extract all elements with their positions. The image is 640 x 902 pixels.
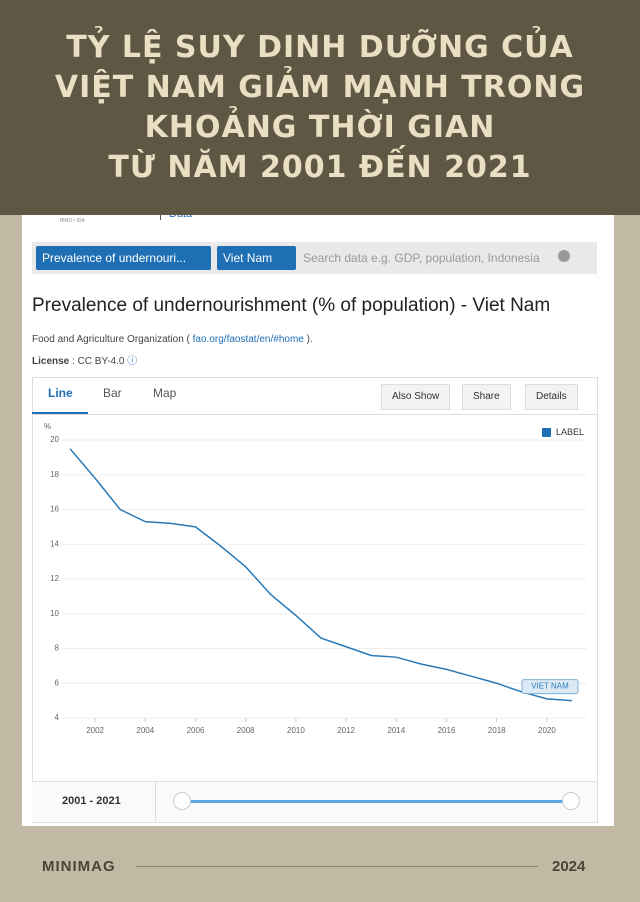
tab-divider [32,414,597,415]
button[interactable]: Also Show [381,384,451,410]
label-toggle[interactable]: LABEL [556,427,585,437]
line [69,448,573,702]
title-line: TỶ LỆ SUY DINH DƯỠNG CỦA [66,29,574,65]
year: 2024 [552,858,586,875]
x-tick-label: 2018 [488,726,506,735]
source-link[interactable]: fao.org/faostat/en/#home [192,334,304,345]
y-tick-label: 16 [50,505,59,514]
source-end: ). [306,334,313,345]
slider-track[interactable] [182,800,572,803]
y-tick-label: 20 [50,435,59,444]
brand: MINIMAG [42,858,116,875]
y-tick-label: 14 [50,539,59,548]
y-tick-label: 4 [55,713,60,722]
license-label: License [32,356,70,367]
x-tick-label: 2002 [86,726,104,735]
y-tick-label: 12 [50,574,59,583]
footer-rule [136,866,538,867]
tab-underline [32,412,88,414]
clear-icon[interactable] [558,250,570,262]
y-axis-label: % [44,422,51,431]
source-text: Food and Agriculture Organization ( [32,334,190,345]
chart: % 4 6 8 10 12 14 16 18 20 2002 2004 2006 2008 2010 201… [44,422,587,735]
source: Food and Agriculture Organization ( fao.… [32,334,313,345]
y-tick-label: 18 [50,470,59,479]
chip[interactable]: Viet Nam [217,246,296,270]
range-divider [155,782,156,821]
series-label-box [521,679,579,695]
title-line: KHOẢNG THỜI GIAN [144,109,496,145]
series-label: VIET NAM [531,682,569,691]
button[interactable]: Share [462,384,511,410]
y-tick-label: 8 [55,644,60,653]
slider-handle[interactable] [173,792,191,810]
title-line: TỪ NĂM 2001 ĐẾN 2021 [108,149,532,185]
license-value: : CC BY-4.0 [72,356,125,367]
chart-title: Prevalence of undernourishment (% of pop… [32,295,551,316]
checkbox[interactable] [542,428,551,437]
screenshot: THE WORLD BANK IBRD • IDA Data Prevalenc… [22,198,614,826]
x-tick-label: 2010 [287,726,305,735]
y-tick-label: 6 [55,678,60,687]
x-tick-label: 2016 [438,726,456,735]
x-tick-label: 2014 [387,726,405,735]
tab[interactable]: Line [48,386,73,400]
search-input[interactable]: Search data e.g. GDP, population, Indone… [303,251,540,265]
card [32,377,598,823]
title-line: VIỆT NAM GIẢM MẠNH TRONG [54,69,586,105]
license: License : CC BY-4.0 ⓘ [32,356,138,367]
chip[interactable]: Prevalence of undernouri... [36,246,211,270]
slider-handle[interactable] [562,792,580,810]
button[interactable]: Details [525,384,578,410]
range-text: 2001 - 2021 [62,795,121,807]
x-tick-label: 2008 [237,726,255,735]
logo-sub: IBRD • IDA [60,218,85,224]
x-tick-label: 2006 [187,726,205,735]
x-tick-label: 2012 [337,726,355,735]
tab[interactable]: Map [153,386,177,400]
header: TỶ LỆ SUY DINH DƯỠNG CỦA VIỆT NAM GIẢM M… [0,0,640,215]
y-tick-label: 10 [50,609,59,618]
tab[interactable]: Bar [103,386,122,400]
x-tick-label: 2004 [136,726,154,735]
x-tick-label: 2020 [538,726,556,735]
